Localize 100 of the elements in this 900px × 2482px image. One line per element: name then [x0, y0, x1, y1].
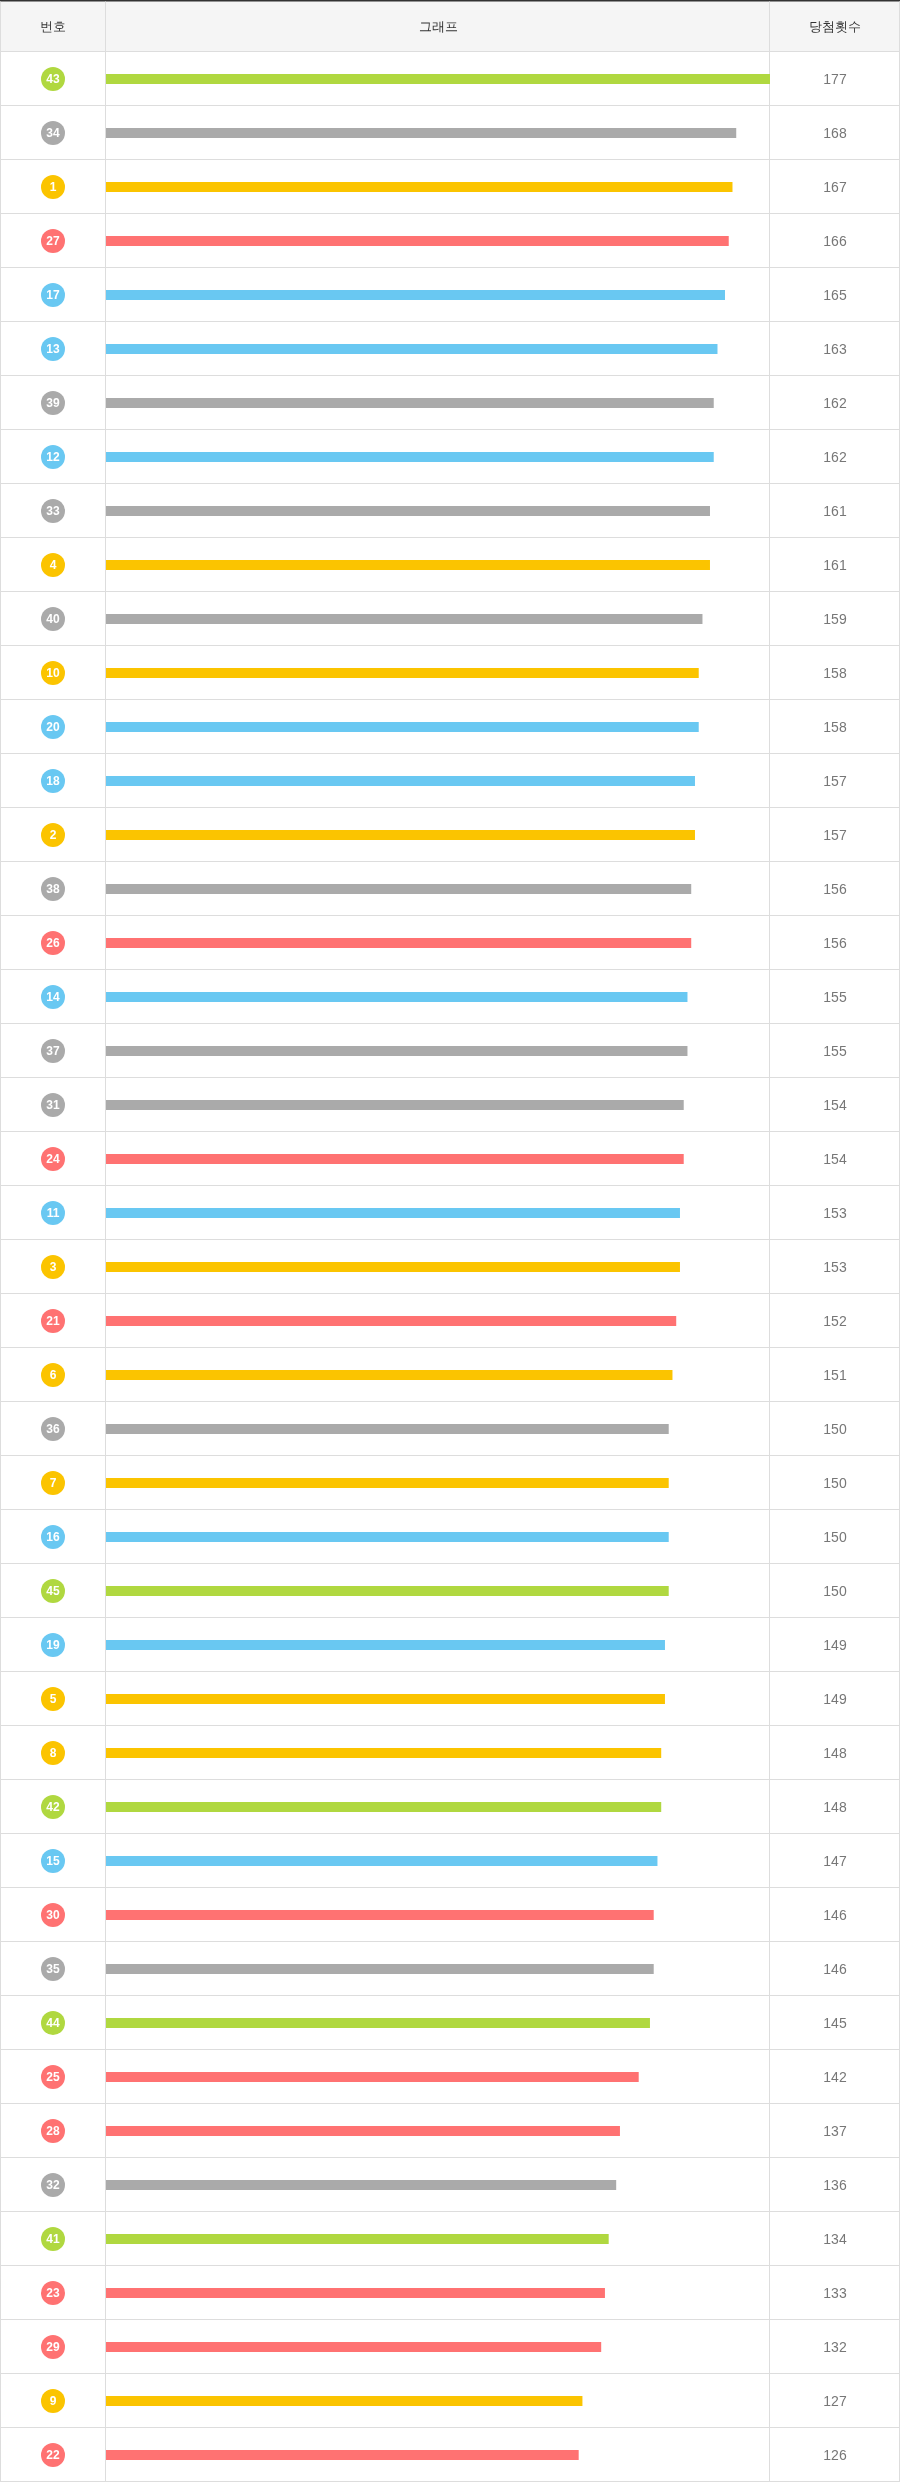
- y-tick-label: 44: [46, 2016, 60, 2030]
- y-tick-label: 31: [46, 1098, 60, 1112]
- y-tick-label: 39: [46, 396, 60, 410]
- data-label: 133: [823, 2285, 847, 2301]
- data-label: 148: [823, 1745, 847, 1761]
- y-tick-label: 34: [46, 126, 60, 140]
- data-label: 154: [823, 1097, 847, 1113]
- y-tick-label: 35: [46, 1962, 60, 1976]
- data-label: 166: [823, 233, 847, 249]
- y-axis-title: 번호: [40, 18, 66, 34]
- y-tick-label: 8: [49, 1746, 57, 1760]
- data-label: 158: [823, 665, 847, 681]
- bar: [106, 2180, 617, 2190]
- y-tick-label: 1: [49, 180, 57, 194]
- data-label: 127: [823, 2393, 847, 2409]
- data-label: 145: [823, 2015, 847, 2031]
- bar: [106, 776, 695, 786]
- y-tick-label: 12: [46, 450, 60, 464]
- bar: [106, 1802, 662, 1812]
- bar: [106, 938, 692, 948]
- y-tick-label: 23: [46, 2286, 60, 2300]
- data-label: 168: [823, 125, 847, 141]
- bar: [106, 2396, 583, 2406]
- bar: [106, 74, 770, 84]
- data-label: 146: [823, 1907, 847, 1923]
- y-tick-label: 27: [46, 234, 60, 248]
- y-tick-label: 13: [46, 342, 60, 356]
- bar: [106, 2072, 639, 2082]
- data-label: 132: [823, 2339, 847, 2355]
- bar: [106, 1532, 669, 1542]
- y-tick-label: 14: [46, 990, 60, 1004]
- bar: [106, 1478, 669, 1488]
- y-tick-label: 9: [49, 2394, 57, 2408]
- data-label: 158: [823, 719, 847, 735]
- y-tick-label: 42: [46, 1800, 60, 1814]
- data-label: 148: [823, 1799, 847, 1815]
- y-tick-label: 11: [46, 1206, 60, 1220]
- bar: [106, 2018, 650, 2028]
- bar: [106, 2342, 602, 2352]
- bar: [106, 830, 695, 840]
- data-label: 153: [823, 1259, 847, 1275]
- data-label: 151: [823, 1367, 847, 1383]
- y-tick-label: 28: [46, 2124, 60, 2138]
- bar: [106, 398, 714, 408]
- y-tick-label: 22: [46, 2448, 60, 2462]
- y-tick-label: 45: [46, 1584, 60, 1598]
- data-label: 142: [823, 2069, 847, 2085]
- data-label: 152: [823, 1313, 847, 1329]
- bar: [106, 182, 733, 192]
- bar: [106, 1856, 658, 1866]
- y-tick-label: 38: [46, 882, 60, 896]
- bar: [106, 290, 725, 300]
- data-label: 162: [823, 449, 847, 465]
- bar: [106, 1154, 684, 1164]
- data-label: 167: [823, 179, 847, 195]
- y-tick-label: 6: [49, 1368, 57, 1382]
- y-tick-label: 30: [46, 1908, 60, 1922]
- bar: [106, 1208, 680, 1218]
- y-tick-label: 40: [46, 612, 60, 626]
- y-tick-label: 33: [46, 504, 60, 518]
- data-label: 177: [823, 71, 847, 87]
- data-label: 159: [823, 611, 847, 627]
- data-label: 156: [823, 935, 847, 951]
- y-tick-label: 41: [46, 2232, 60, 2246]
- data-label: 149: [823, 1691, 847, 1707]
- y-tick-label: 29: [46, 2340, 60, 2354]
- bar: [106, 992, 688, 1002]
- bar: [106, 1748, 662, 1758]
- bar: [106, 1586, 669, 1596]
- data-label: 154: [823, 1151, 847, 1167]
- data-label: 136: [823, 2177, 847, 2193]
- bar: [106, 1694, 665, 1704]
- data-label: 155: [823, 1043, 847, 1059]
- bar: [106, 2288, 605, 2298]
- data-label: 156: [823, 881, 847, 897]
- bar: [106, 668, 699, 678]
- bar: [106, 506, 710, 516]
- bar: [106, 2126, 620, 2136]
- data-label: 162: [823, 395, 847, 411]
- data-label: 150: [823, 1475, 847, 1491]
- bar: [106, 722, 699, 732]
- data-label: 165: [823, 287, 847, 303]
- bar: [106, 560, 710, 570]
- y-tick-label: 43: [46, 72, 60, 86]
- data-label: 137: [823, 2123, 847, 2139]
- y-tick-label: 25: [46, 2070, 60, 2084]
- data-label: 147: [823, 1853, 847, 1869]
- data-label: 149: [823, 1637, 847, 1653]
- bar: [106, 1262, 680, 1272]
- data-label: 155: [823, 989, 847, 1005]
- y-tick-label: 21: [46, 1314, 60, 1328]
- y-tick-label: 18: [46, 774, 60, 788]
- bar: [106, 1424, 669, 1434]
- data-label: 157: [823, 773, 847, 789]
- bar: [106, 1100, 684, 1110]
- bar: [106, 884, 692, 894]
- y-tick-label: 3: [49, 1260, 57, 1274]
- bar: [106, 1640, 665, 1650]
- y-tick-label: 16: [46, 1530, 60, 1544]
- y-tick-label: 32: [46, 2178, 60, 2192]
